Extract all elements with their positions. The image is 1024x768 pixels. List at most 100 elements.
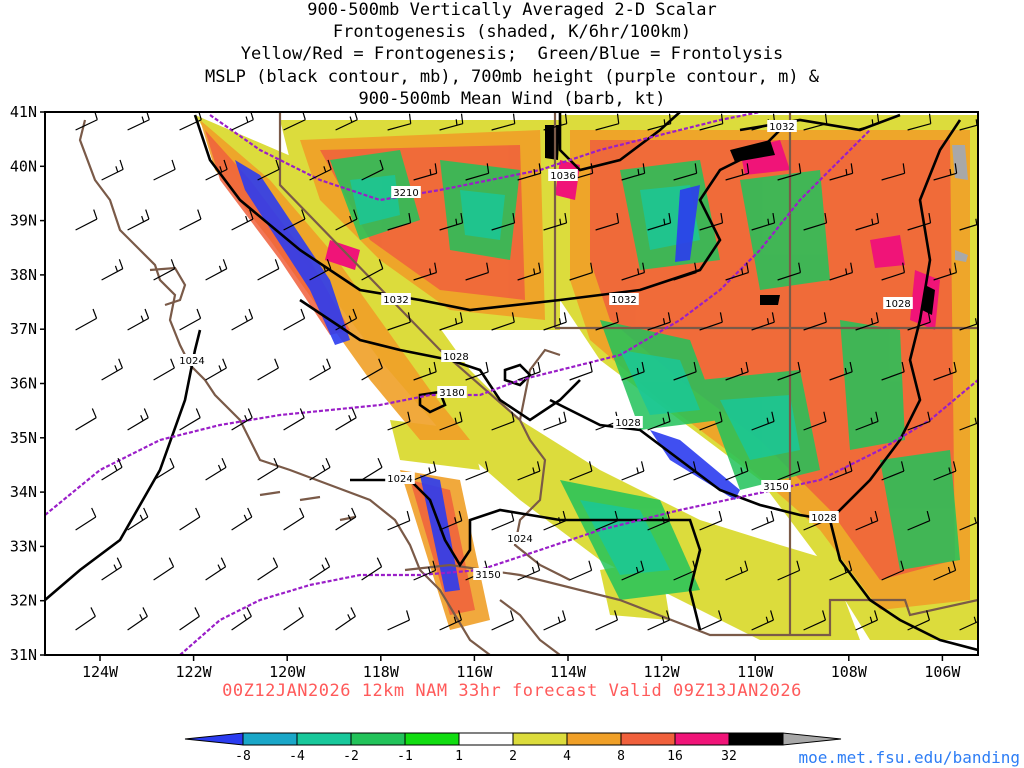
wind-barb [309,358,331,381]
wind-barb [699,212,724,231]
wind-barb [647,610,671,631]
wind-barb [673,163,698,181]
svg-text:1036: 1036 [550,171,575,182]
wind-barb [283,112,306,131]
wind-barb [283,607,304,631]
wind-barb [803,411,827,431]
svg-text:3180: 3180 [439,388,464,399]
wind-barb [647,312,671,331]
wind-barb [361,259,384,281]
wind-barb [907,411,931,431]
wind-barb [101,259,124,281]
colorbar-swatch [296,732,352,746]
wind-barb [387,510,411,531]
wind-barb [413,262,438,281]
wind-barb [621,461,645,481]
mslp-1024-east [828,519,978,652]
wind-barb [725,262,750,281]
wind-barb [595,510,619,531]
wind-barb [231,607,252,631]
wind-barb [543,411,567,431]
mslp-label: 1024 [177,354,207,367]
wind-barb [907,312,931,331]
wind-barb [283,408,305,431]
colorbar-label: 16 [667,749,683,764]
wind-barb [75,209,98,231]
mslp-label: 1028 [809,511,839,524]
wind-barb [647,212,672,231]
wind-barb [959,218,978,231]
wind-barb [101,159,124,181]
wind-barb [855,312,879,331]
lat-label: 34N [10,483,37,501]
california-coastline [78,119,491,655]
wind-barb [699,411,723,431]
wind-barb [673,560,697,581]
wind-barb [777,361,801,381]
lon-label: 116W [456,663,493,681]
wind-barb [569,560,593,581]
wind-barb [803,610,827,631]
latitude-axis: 41N 40N 39N 38N 37N 36N 35N 34N 33N 32N 31N [10,103,45,664]
wind-barb [881,560,905,581]
wind-barb [725,560,749,581]
wind-barb [751,312,775,331]
wind-barb [647,113,672,131]
lat-label: 38N [10,266,37,284]
wind-barb [127,607,148,631]
wind-barb [933,461,957,481]
wind-barb [855,510,879,531]
wind-barb [309,557,331,581]
wind-barb [699,610,723,631]
wind-barb [959,517,978,531]
wind-barb [387,411,411,431]
wind-barb [543,113,568,131]
wind-barb [309,457,331,481]
wind-barb [829,461,853,481]
wind-barb [179,308,202,331]
wind-barb [153,159,176,181]
az-border-west [518,348,561,421]
wind-barb [205,259,228,281]
wind-barb [829,560,853,581]
svg-text:3150: 3150 [763,482,788,493]
wind-barb [491,212,516,231]
wind-barb [725,361,749,381]
wind-barb [153,457,175,481]
wind-barb [986,163,1009,180]
wind-barb [491,411,515,431]
channel-islands [259,490,356,522]
wind-barb [257,358,279,381]
wind-barb [933,163,958,181]
wind-barb [907,113,932,131]
wind-barb [465,461,489,481]
wind-barb [127,408,149,431]
mslp-label: 1024 [505,532,535,545]
wind-barb [153,557,175,581]
colorbar-swatch [512,732,568,746]
wind-barb [413,560,437,581]
wind-barb [387,312,411,331]
wind-barb [491,510,515,531]
wind-barb [751,510,775,531]
baja-coast [499,599,561,655]
wind-barb [595,312,619,331]
colorbar-arrow-right [782,732,842,746]
wind-barb [231,308,254,331]
wind-barb [387,610,411,631]
svg-text:3150: 3150 [475,570,500,581]
mslp-1024-baja [350,478,702,631]
wind-barb [335,112,358,131]
colorbar-label: 1 [455,749,463,764]
wind-barb [829,163,854,181]
mslp-label: 1024 [385,472,415,485]
colorbar-swatch [674,732,730,746]
title-line-4: MSLP (black contour, mb), 700mb height (… [204,67,820,87]
wind-barb [231,507,253,531]
colorbar-label: -8 [235,749,251,764]
title-line-1: 900-500mb Vertically Averaged 2-D Scalar [307,0,717,20]
mslp-contours [45,112,978,652]
wind-barb [986,263,1009,280]
source-credit-link[interactable]: moe.met.fsu.edu/banding [798,748,1020,767]
lon-label: 108W [831,663,868,681]
